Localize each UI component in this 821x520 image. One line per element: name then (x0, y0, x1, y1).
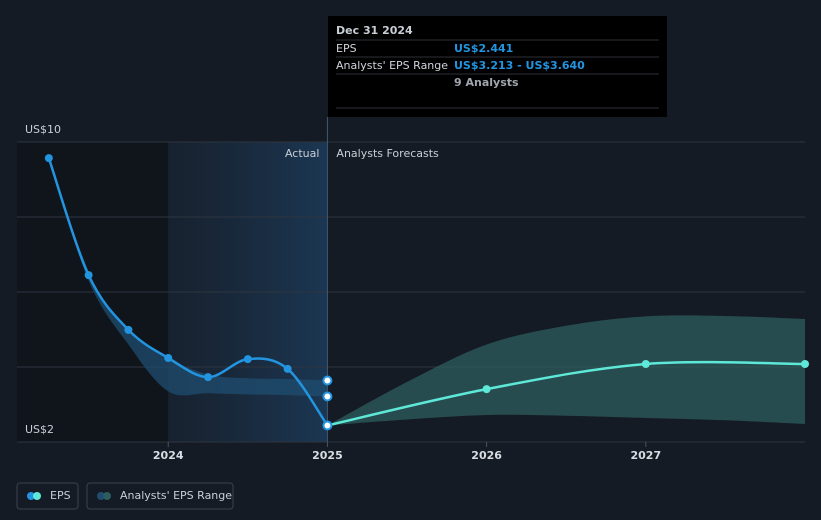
tooltip-title: Dec 31 2024 (336, 24, 413, 37)
x-tick-label: 2027 (630, 449, 661, 462)
y-tick-label: US$10 (25, 123, 61, 136)
legend-swatch (33, 492, 41, 500)
legend-swatch (103, 492, 111, 500)
forecast-line (327, 360, 806, 427)
legend-box[interactable] (16, 482, 79, 510)
legend-swatch (27, 492, 35, 500)
hover-point (322, 375, 333, 386)
point (243, 355, 252, 364)
point (84, 271, 93, 280)
legend-label: Analysts' EPS Range (120, 489, 232, 502)
point (283, 364, 292, 373)
tooltip (328, 16, 667, 117)
region-label: Analysts Forecasts (336, 147, 439, 160)
tooltip-value: US$2.441 (454, 42, 513, 55)
y-tick-label: US$2 (25, 423, 54, 436)
point (204, 373, 213, 382)
point (482, 385, 491, 394)
legend-swatch (97, 492, 105, 500)
legend-box[interactable] (86, 482, 234, 510)
region-label: Actual (285, 147, 319, 160)
tooltip-value: US$3.213 - US$3.640 (454, 59, 585, 72)
hover-point (322, 420, 333, 431)
point (801, 360, 809, 368)
point (124, 325, 133, 334)
x-tick-label: 2025 (312, 449, 343, 462)
point (164, 354, 173, 362)
tooltip-value: 9 Analysts (454, 76, 519, 89)
hover-point (322, 391, 333, 402)
point (44, 154, 53, 163)
x-tick-label: 2024 (153, 449, 184, 462)
x-tick-label: 2026 (471, 449, 502, 462)
tooltip-label: EPS (336, 42, 357, 55)
tooltip-label: Analysts' EPS Range (336, 59, 448, 72)
legend-label: EPS (50, 489, 71, 502)
point (641, 360, 650, 368)
